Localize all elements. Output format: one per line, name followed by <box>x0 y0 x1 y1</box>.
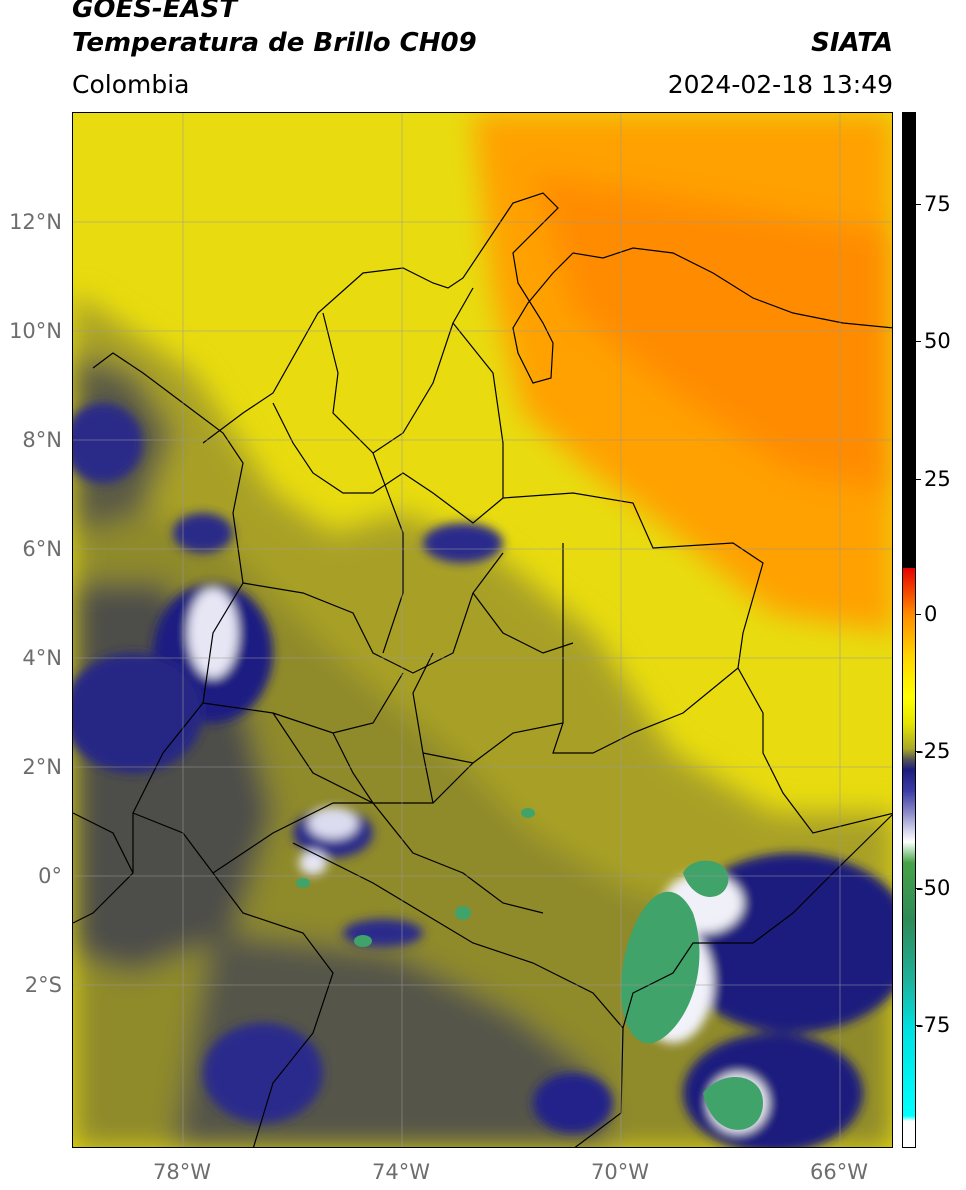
internal-border-7 <box>372 452 404 654</box>
warm-region-core <box>533 173 892 493</box>
map-svg <box>73 113 892 1147</box>
colorbar-label: 75 <box>924 192 951 216</box>
timestamp-label: 2024-02-18 13:49 <box>667 70 893 99</box>
border-brazil-peru <box>622 814 892 1029</box>
colorbar-tick <box>916 479 921 480</box>
region-label: Colombia <box>72 70 190 99</box>
cold-top-4 <box>296 878 310 888</box>
cloud-white-2 <box>308 807 358 839</box>
lat-label: 2°S <box>24 973 62 997</box>
cold-top-3 <box>703 1076 763 1130</box>
gridlines <box>73 113 892 1147</box>
colorbar-tick <box>916 204 921 205</box>
cloud-navy-3 <box>73 403 143 483</box>
title-product: Temperatura de Brillo CH09 <box>72 28 477 58</box>
internal-border-10 <box>332 732 374 804</box>
border-colombia-venezuela <box>502 492 892 834</box>
coastline-south <box>73 812 134 874</box>
lat-label: 6°N <box>22 537 62 561</box>
cloud-navy-10 <box>423 523 503 563</box>
cloud-navy-7 <box>533 1073 613 1133</box>
colorbar-tick <box>916 1025 921 1026</box>
lon-label: 78°W <box>153 1160 211 1184</box>
temperature-field <box>73 113 892 1147</box>
colorbar-tick <box>916 341 921 342</box>
internal-border-1 <box>272 402 504 524</box>
internal-border-6 <box>212 802 544 914</box>
coldest-tops <box>296 808 763 1130</box>
colorbar-label: -50 <box>916 876 951 900</box>
lat-label: 4°N <box>22 646 62 670</box>
colorbar-label: -25 <box>916 739 951 763</box>
colorbar-tick <box>916 614 921 615</box>
cloud-white-3 <box>299 851 327 875</box>
colorbar-tick <box>916 888 921 889</box>
cold-top-6 <box>455 906 471 920</box>
colorbar-tick <box>916 751 921 752</box>
colorbar-label: -75 <box>916 1013 951 1037</box>
lon-label: 74°W <box>372 1160 430 1184</box>
lat-label: 12°N <box>9 210 62 234</box>
border-colombia-peru <box>292 842 624 1147</box>
internal-border-3 <box>242 552 504 674</box>
cloud-navy-8 <box>203 1023 323 1123</box>
coastline-caribbean <box>202 192 892 444</box>
cold-top-1 <box>621 891 700 1044</box>
agency-label: SIATA <box>811 28 893 58</box>
title-satellite: GOES-EAST <box>72 0 238 24</box>
colorbar-label: 50 <box>924 329 951 353</box>
internal-border-11 <box>422 752 474 764</box>
colorbar-label: 0 <box>924 602 938 626</box>
satellite-map <box>72 112 893 1148</box>
lat-label: 2°N <box>22 755 62 779</box>
lat-label: 10°N <box>9 319 62 343</box>
internal-border-9 <box>412 652 434 804</box>
colorbar <box>902 112 916 1148</box>
lon-label: 66°W <box>810 1160 868 1184</box>
cold-top-7 <box>521 808 535 818</box>
internal-border-12 <box>472 592 574 654</box>
cold-top-5 <box>354 935 372 947</box>
colorbar-label: 25 <box>924 467 951 491</box>
cloud-navy-4 <box>173 513 233 553</box>
lat-label: 8°N <box>22 428 62 452</box>
cold-top-2 <box>683 860 729 897</box>
internal-border-2 <box>322 287 474 454</box>
boundaries <box>73 192 892 1147</box>
internal-border-8 <box>452 322 504 498</box>
border-ecuador <box>132 812 334 1147</box>
lon-label: 70°W <box>591 1160 649 1184</box>
lat-label: 0° <box>38 864 62 888</box>
